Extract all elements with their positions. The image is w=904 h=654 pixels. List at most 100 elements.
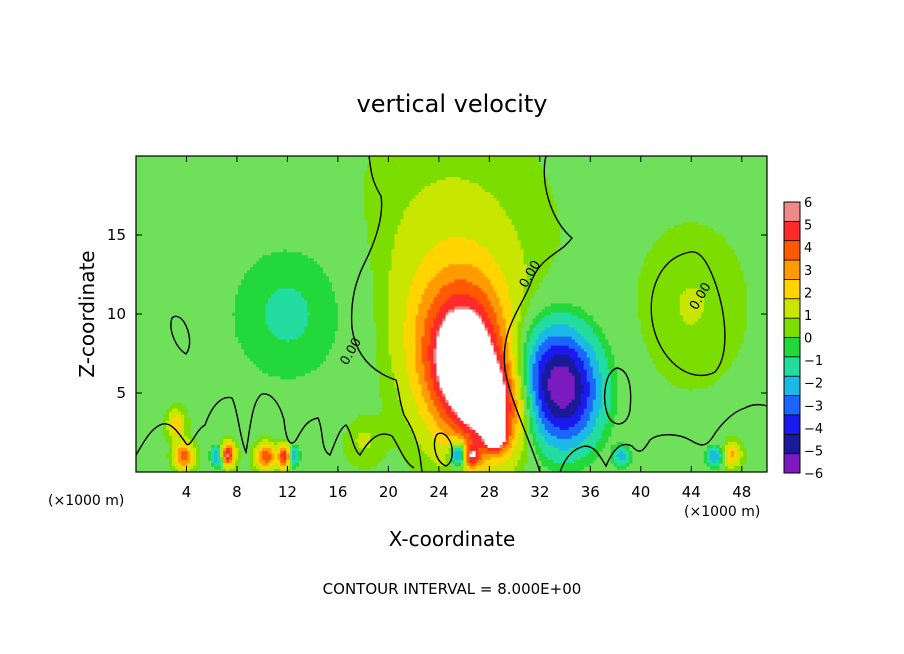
field-cell (382, 234, 386, 238)
field-cell (640, 312, 645, 317)
field-cell (691, 282, 696, 287)
field-cell (406, 174, 411, 178)
field-cell (700, 309, 705, 314)
field-cell (268, 255, 272, 259)
field-cell (520, 249, 525, 253)
field-cell (727, 249, 732, 253)
field-cell (655, 279, 660, 283)
field-cell (706, 228, 711, 232)
field-cell (694, 249, 699, 253)
field-cell (481, 306, 486, 311)
field-cell (388, 306, 392, 311)
field-cell (472, 177, 477, 181)
field-cell (718, 279, 723, 283)
field-cell (310, 303, 314, 308)
field-cell (388, 213, 392, 217)
field-cell (685, 297, 690, 302)
field-cell (298, 282, 302, 287)
field-cell (394, 315, 399, 320)
field-cell (238, 309, 242, 314)
field-cell (301, 255, 305, 259)
field-cell (517, 258, 522, 262)
field-cell (382, 273, 386, 277)
field-cell (544, 252, 549, 256)
field-cell (286, 321, 290, 326)
field-cell (415, 168, 420, 172)
field-cell (316, 312, 320, 317)
field-cell (280, 309, 284, 314)
field-cell (394, 252, 399, 256)
field-cell (532, 222, 537, 226)
field-cell (403, 288, 408, 293)
field-cell (385, 243, 389, 247)
field-cell (490, 270, 495, 274)
field-cell (421, 312, 426, 317)
field-cell (451, 183, 456, 187)
field-cell (550, 303, 555, 308)
field-cell (526, 228, 531, 232)
field-cell (547, 189, 552, 193)
field-cell (457, 294, 462, 299)
field-cell (520, 264, 525, 268)
field-cell (508, 204, 513, 208)
field-cell (427, 165, 432, 169)
field-cell (274, 261, 278, 265)
field-cell (670, 237, 675, 241)
field-cell (439, 273, 444, 277)
field-cell (397, 243, 402, 247)
field-cell (496, 309, 501, 314)
field-cell (538, 204, 543, 208)
field-cell (289, 288, 293, 293)
field-cell (499, 159, 504, 163)
field-cell (382, 186, 386, 190)
field-cell (457, 267, 462, 271)
field-cell (700, 285, 705, 290)
field-cell (241, 279, 245, 283)
field-cell (436, 225, 441, 229)
field-cell (640, 297, 645, 302)
field-cell (397, 156, 402, 160)
field-cell (511, 156, 516, 160)
field-cell (391, 198, 395, 202)
field-cell (682, 294, 687, 299)
field-cell (685, 258, 690, 262)
field-cell (505, 177, 510, 181)
field-cell (295, 321, 299, 326)
field-cell (535, 177, 540, 181)
field-cell (304, 312, 308, 317)
field-cell (370, 222, 374, 226)
field-cell (409, 291, 414, 296)
field-cell (502, 156, 507, 160)
field-cell (283, 264, 287, 268)
field-cell (673, 309, 678, 314)
field-cell (661, 243, 666, 247)
field-cell (676, 279, 681, 283)
field-cell (430, 201, 435, 205)
field-cell (559, 312, 564, 317)
field-cell (364, 189, 368, 193)
field-cell (379, 297, 383, 302)
field-cell (463, 300, 468, 305)
field-cell (403, 246, 408, 250)
field-cell (448, 285, 453, 290)
field-cell (694, 255, 699, 259)
field-cell (715, 270, 720, 274)
field-cell (442, 177, 447, 181)
field-cell (472, 171, 477, 175)
field-cell (322, 312, 326, 317)
field-cell (535, 258, 540, 262)
field-cell (379, 249, 383, 253)
field-cell (445, 216, 450, 220)
field-cell (703, 306, 708, 311)
field-cell (640, 276, 645, 280)
field-cell (409, 243, 414, 247)
field-cell (445, 195, 450, 199)
field-cell (538, 201, 543, 205)
field-cell (718, 315, 723, 320)
field-cell (385, 231, 389, 235)
field-cell (487, 180, 492, 184)
field-cell (463, 171, 468, 175)
field-cell (490, 186, 495, 190)
field-cell (409, 186, 414, 190)
